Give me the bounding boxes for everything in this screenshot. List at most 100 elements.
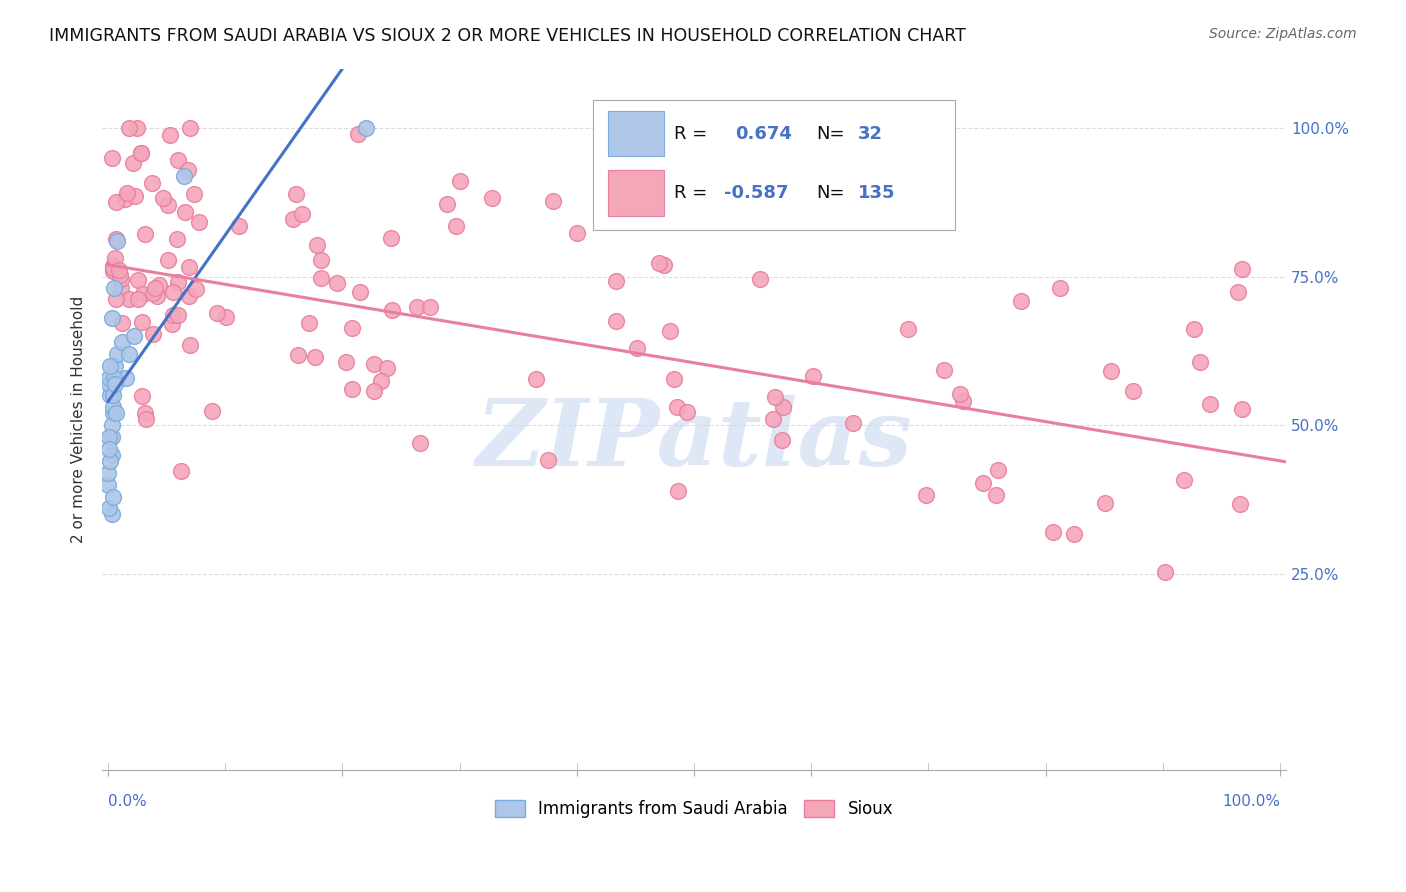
Point	[115, 186, 138, 200]
Point	[97, 466, 120, 480]
Point	[179, 120, 201, 135]
Point	[349, 285, 371, 300]
Point	[187, 215, 209, 229]
Point	[114, 192, 136, 206]
Point	[167, 309, 190, 323]
Point	[146, 289, 169, 303]
Point	[98, 442, 121, 456]
Point	[896, 322, 918, 336]
Point	[110, 272, 132, 286]
Point	[290, 207, 312, 221]
Text: R =: R =	[673, 125, 707, 143]
Point	[1226, 285, 1249, 300]
Point	[298, 316, 321, 330]
Y-axis label: 2 or more Vehicles in Household: 2 or more Vehicles in Household	[72, 295, 86, 543]
Legend: Immigrants from Saudi Arabia, Sioux: Immigrants from Saudi Arabia, Sioux	[488, 793, 900, 825]
Point	[1099, 364, 1122, 378]
Point	[419, 300, 441, 314]
Point	[173, 169, 195, 183]
Point	[821, 191, 844, 205]
Point	[1063, 527, 1085, 541]
Point	[167, 153, 190, 168]
Point	[104, 232, 127, 246]
Text: 100.0%: 100.0%	[1222, 794, 1279, 809]
Point	[214, 310, 236, 324]
Point	[117, 120, 139, 135]
Point	[662, 372, 685, 386]
Point	[972, 475, 994, 490]
Point	[665, 400, 688, 414]
Point	[104, 376, 127, 391]
Point	[354, 120, 377, 135]
Point	[132, 286, 155, 301]
Point	[626, 341, 648, 355]
Point	[762, 412, 785, 426]
Point	[98, 501, 121, 516]
Point	[101, 406, 124, 420]
Point	[141, 177, 163, 191]
Text: 135: 135	[858, 185, 896, 202]
Point	[1188, 354, 1211, 368]
Point	[952, 394, 974, 409]
Point	[537, 453, 560, 467]
Point	[1011, 294, 1033, 309]
FancyBboxPatch shape	[607, 170, 665, 216]
Point	[1049, 281, 1071, 295]
Point	[131, 315, 153, 329]
Point	[335, 355, 357, 369]
Point	[363, 384, 385, 398]
Point	[160, 317, 183, 331]
Point	[103, 370, 125, 384]
Point	[142, 285, 165, 300]
Point	[179, 288, 201, 302]
Point	[127, 292, 149, 306]
Point	[100, 359, 122, 373]
Point	[166, 232, 188, 246]
Text: R =: R =	[673, 185, 707, 202]
Point	[98, 430, 121, 444]
Point	[103, 281, 125, 295]
Point	[134, 227, 156, 242]
Point	[309, 252, 332, 267]
Point	[174, 205, 197, 219]
Text: -0.587: -0.587	[724, 185, 789, 202]
Text: N=: N=	[815, 185, 845, 202]
Point	[605, 274, 627, 288]
Point	[162, 308, 184, 322]
Point	[770, 433, 793, 447]
Point	[449, 174, 471, 188]
Point	[148, 277, 170, 292]
Point	[652, 258, 675, 272]
Point	[98, 376, 121, 391]
Point	[103, 260, 125, 275]
Point	[129, 145, 152, 160]
Text: 0.0%: 0.0%	[108, 794, 146, 809]
Point	[117, 293, 139, 307]
Point	[375, 360, 398, 375]
Point	[111, 316, 134, 330]
Point	[103, 260, 125, 274]
Point	[107, 234, 129, 248]
Point	[110, 268, 132, 282]
Point	[1199, 397, 1222, 411]
Point	[287, 348, 309, 362]
Point	[283, 212, 305, 227]
Point	[801, 369, 824, 384]
Point	[131, 146, 153, 161]
Point	[304, 351, 326, 365]
Point	[107, 263, 129, 277]
Point	[177, 260, 200, 274]
Point	[675, 405, 697, 419]
Point	[157, 252, 180, 267]
Point	[307, 238, 329, 252]
Point	[122, 329, 145, 343]
Point	[100, 418, 122, 433]
Point	[481, 191, 503, 205]
FancyBboxPatch shape	[593, 100, 955, 230]
Point	[101, 490, 124, 504]
Point	[541, 194, 564, 209]
Point	[1122, 384, 1144, 398]
Point	[118, 347, 141, 361]
Point	[100, 448, 122, 462]
Point	[143, 281, 166, 295]
